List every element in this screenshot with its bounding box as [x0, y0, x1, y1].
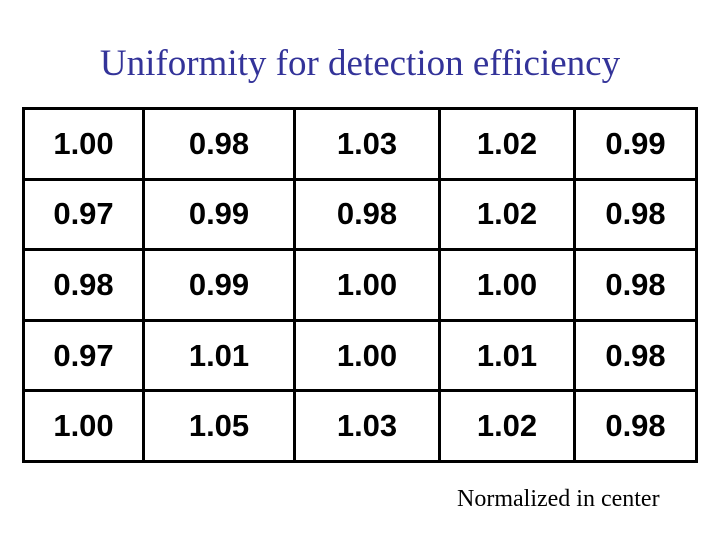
table-cell: 1.00 — [22, 107, 145, 181]
caption-normalized: Normalized in center — [457, 486, 660, 512]
table-cell: 0.97 — [22, 318, 145, 393]
table-cell: 0.98 — [573, 248, 698, 322]
table-cell: 0.98 — [573, 318, 698, 393]
table-row: 0.98 0.99 1.00 1.00 0.98 — [22, 248, 698, 322]
table-row: 0.97 1.01 1.00 1.01 0.98 — [22, 318, 698, 393]
table-cell: 1.00 — [293, 248, 441, 322]
efficiency-table-body: 1.00 0.98 1.03 1.02 0.99 0.97 0.99 0.98 … — [22, 107, 698, 463]
table-cell: 0.98 — [293, 177, 441, 252]
table-row: 0.97 0.99 0.98 1.02 0.98 — [22, 177, 698, 252]
table-cell: 1.05 — [142, 389, 296, 463]
table-cell: 1.02 — [438, 107, 576, 181]
table-cell: 1.00 — [293, 318, 441, 393]
table-cell: 1.01 — [438, 318, 576, 393]
table-row: 1.00 1.05 1.03 1.02 0.98 — [22, 389, 698, 463]
table-cell: 0.99 — [573, 107, 698, 181]
efficiency-table: 1.00 0.98 1.03 1.02 0.99 0.97 0.99 0.98 … — [22, 107, 698, 463]
table-cell: 0.99 — [142, 177, 296, 252]
table-cell: 0.98 — [573, 177, 698, 252]
table-cell: 0.97 — [22, 177, 145, 252]
table-cell: 0.98 — [142, 107, 296, 181]
table-cell: 1.00 — [438, 248, 576, 322]
table-cell: 0.98 — [22, 248, 145, 322]
table-row: 1.00 0.98 1.03 1.02 0.99 — [22, 107, 698, 181]
table-cell: 1.00 — [22, 389, 145, 463]
table-cell: 0.99 — [142, 248, 296, 322]
table-cell: 1.02 — [438, 177, 576, 252]
table-cell: 1.01 — [142, 318, 296, 393]
table-cell: 1.03 — [293, 107, 441, 181]
table-cell: 1.02 — [438, 389, 576, 463]
table-cell: 0.98 — [573, 389, 698, 463]
slide-title: Uniformity for detection efficiency — [99, 43, 621, 84]
table-cell: 1.03 — [293, 389, 441, 463]
